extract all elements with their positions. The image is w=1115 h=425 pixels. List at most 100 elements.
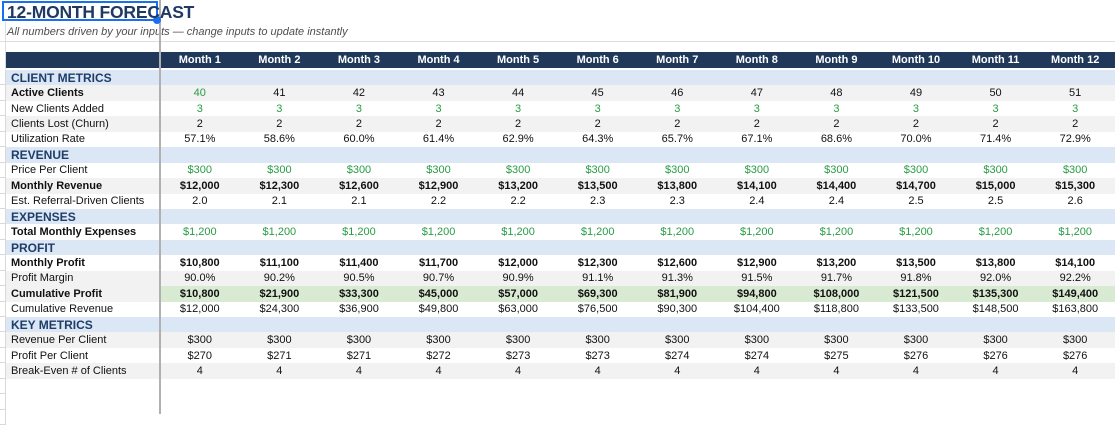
sheet-subtitle[interactable]: All numbers driven by your inputs — chan… [7,26,348,38]
cell[interactable]: $24,300 [259,303,300,316]
cell[interactable]: 91.1% [557,270,638,287]
cell[interactable] [637,208,718,225]
cell[interactable]: 3 [833,102,840,115]
cell[interactable]: 2.0 [192,195,208,208]
cell[interactable] [717,147,797,163]
cell[interactable]: 40 [160,85,240,101]
cell[interactable] [478,378,558,395]
cell[interactable]: 51 [1035,85,1115,101]
cell[interactable]: $300 [239,332,320,348]
cell[interactable]: 61.4% [422,133,455,146]
cell[interactable]: $271 [267,349,292,362]
cell[interactable] [717,394,797,410]
row-label[interactable]: Cumulative Revenue [11,303,114,316]
cell[interactable]: 91.7% [796,270,877,287]
cell[interactable] [398,147,479,163]
cell[interactable]: 49 [876,85,956,101]
cell[interactable]: $1,200 [501,226,535,239]
cell[interactable]: 57.1% [184,133,216,146]
cell[interactable] [557,147,638,163]
cell[interactable]: $14,700 [876,178,956,194]
cell[interactable]: $1,200 [740,226,774,239]
row-label[interactable]: Profit Margin [6,270,160,287]
cell[interactable]: 3 [594,102,601,115]
cell[interactable]: $45,000 [398,286,479,302]
cell[interactable] [6,378,160,395]
cell[interactable]: 2 [955,116,1036,132]
cell[interactable]: $300 [319,332,399,348]
cell[interactable]: $1,200 [819,226,854,239]
cell[interactable] [796,239,877,256]
cell[interactable]: 46 [637,85,718,101]
cell[interactable] [876,394,956,410]
cell[interactable]: 4 [1035,363,1115,379]
cell[interactable]: $15,300 [1035,178,1115,194]
cell[interactable] [160,70,240,86]
row-label[interactable]: Utilization Rate [11,133,85,146]
cell[interactable] [955,317,1036,333]
cell[interactable]: $15,000 [955,178,1036,194]
cell[interactable] [239,317,320,333]
column-header-month[interactable]: Month 10 [876,52,956,70]
cell[interactable]: $118,800 [813,303,859,316]
cell[interactable]: $274 [665,349,690,362]
cell[interactable]: 2.1 [271,195,288,208]
cell[interactable] [955,70,1036,86]
column-header-month[interactable]: Month 5 [478,52,558,70]
cell[interactable]: $300 [505,164,531,177]
cell[interactable]: $133,500 [893,303,939,316]
cell[interactable] [319,70,399,86]
cell[interactable]: 2 [478,116,558,132]
cell[interactable]: 3 [912,102,920,115]
cell[interactable] [796,317,877,333]
section-header-cell[interactable]: REVENUE [6,147,160,163]
cell[interactable]: $300 [160,332,240,348]
cell[interactable] [1035,70,1115,86]
cell[interactable]: $36,900 [339,303,379,316]
cell[interactable] [398,208,479,225]
cell[interactable] [557,409,638,425]
cell[interactable]: 90.5% [319,270,399,287]
cell[interactable]: $300 [585,164,610,177]
cell[interactable]: 4 [319,363,399,379]
cell[interactable]: $300 [744,164,770,177]
cell[interactable]: $12,000 [160,178,240,194]
fill-handle[interactable] [153,16,161,24]
cell[interactable]: 62.9% [502,133,534,146]
cell[interactable] [796,378,877,395]
cell[interactable] [160,409,240,425]
cell[interactable] [239,378,320,395]
cell[interactable] [955,208,1036,225]
cell[interactable]: 68.6% [820,133,853,146]
cell[interactable]: 44 [478,85,558,101]
cell[interactable] [955,394,1036,410]
cell[interactable] [319,239,399,256]
cell[interactable]: 4 [557,363,638,379]
cell[interactable]: $11,400 [339,256,379,269]
cell[interactable]: $300 [187,164,213,177]
cell[interactable] [717,317,797,333]
cell[interactable]: $57,000 [478,286,558,302]
cell[interactable]: 4 [637,363,718,379]
cell[interactable] [478,239,558,256]
row-label[interactable]: Profit Per Client [11,349,89,362]
cell[interactable]: $13,500 [557,178,638,194]
cell[interactable] [796,409,877,425]
cell[interactable]: 3 [992,102,999,115]
cell[interactable]: $270 [187,349,213,362]
cell[interactable]: 70.0% [900,133,932,146]
row-label[interactable]: Monthly Profit [11,256,85,269]
cell[interactable]: $10,800 [160,286,240,302]
cell[interactable]: $275 [824,349,849,362]
cell[interactable] [557,239,638,256]
cell[interactable] [478,394,558,410]
cell[interactable] [637,70,718,86]
cell[interactable] [717,70,797,86]
cell[interactable]: $276 [903,349,929,362]
cell[interactable] [557,70,638,86]
cell[interactable]: 2 [319,116,399,132]
cell[interactable] [717,239,797,256]
column-header-month[interactable]: Month 9 [796,52,877,70]
cell[interactable] [319,317,399,333]
cell[interactable] [319,378,399,395]
